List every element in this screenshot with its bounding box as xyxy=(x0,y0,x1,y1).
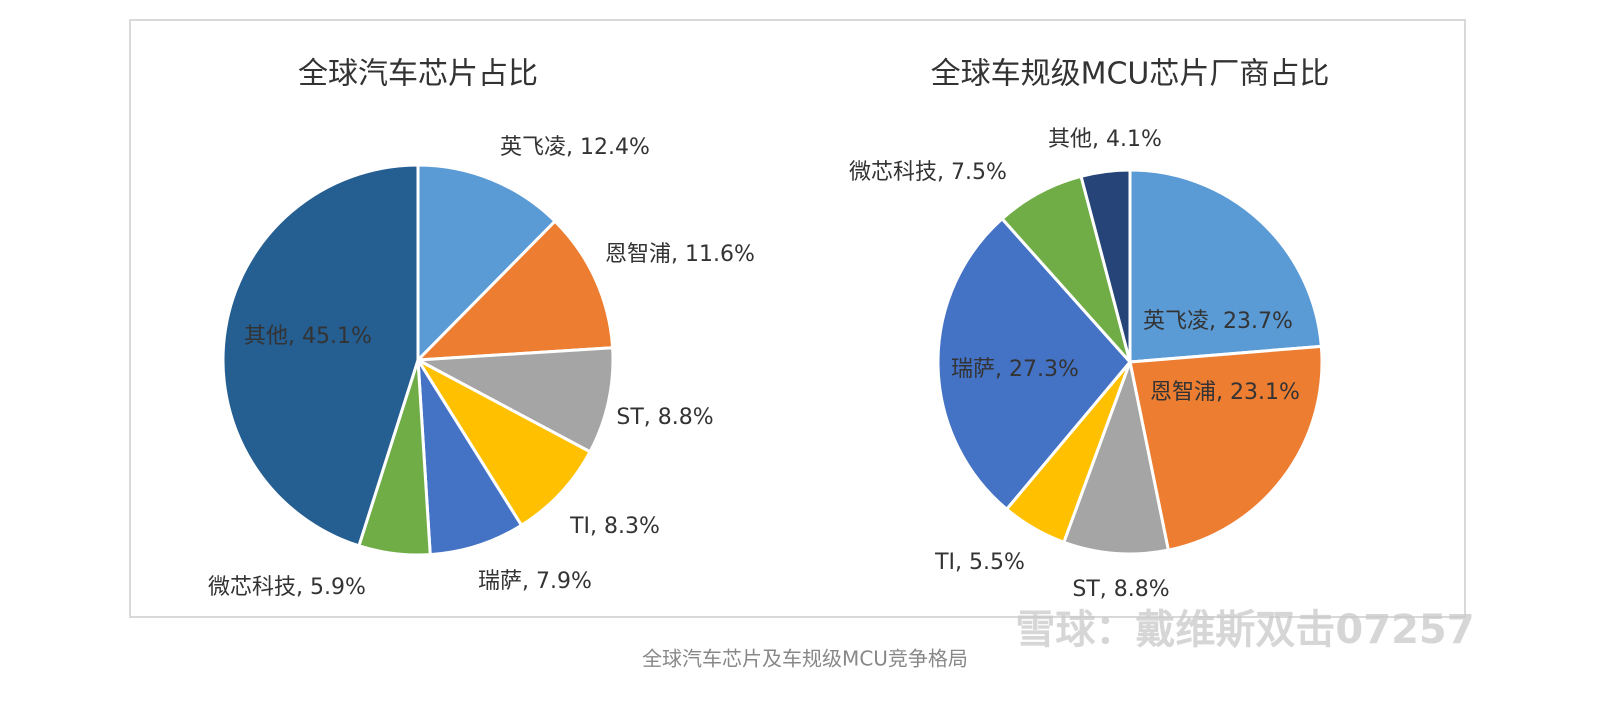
pie-slice xyxy=(936,216,1132,512)
data-label: ST, 8.8% xyxy=(1072,577,1169,602)
data-label: 其他, 45.1% xyxy=(244,324,372,349)
data-label: TI, 5.5% xyxy=(934,550,1025,575)
pie-slice xyxy=(1128,168,1323,364)
caption: 全球汽车芯片及车规级MCU竞争格局 xyxy=(642,647,968,671)
data-label: TI, 8.3% xyxy=(569,514,660,539)
data-label: 瑞萨, 27.3% xyxy=(951,357,1079,382)
pie-slice xyxy=(416,359,524,557)
watermark: 雪球：戴维斯双击07257 xyxy=(1015,607,1474,653)
pie-slice xyxy=(1128,344,1324,552)
data-label: ST, 8.8% xyxy=(616,405,713,430)
data-label: 瑞萨, 7.9% xyxy=(478,569,592,594)
pie-slice xyxy=(221,163,420,548)
data-label: 微芯科技, 5.9% xyxy=(208,575,366,600)
chart-title: 全球汽车芯片占比 xyxy=(298,57,538,92)
chart-title: 全球车规级MCU芯片厂商占比 xyxy=(931,57,1330,92)
pie-slice xyxy=(413,356,593,528)
data-label: 恩智浦, 23.1% xyxy=(1150,380,1300,405)
data-label: 恩智浦, 11.6% xyxy=(605,242,755,267)
pie-slice xyxy=(1079,168,1132,363)
pie-slice xyxy=(414,219,615,362)
data-label: 微芯科技, 7.5% xyxy=(849,160,1007,185)
pie-slice xyxy=(416,163,558,364)
pie-slice xyxy=(1061,356,1171,556)
pie-slice xyxy=(412,346,615,454)
data-label: 英飞凌, 12.4% xyxy=(500,135,650,160)
data-label: 英飞凌, 23.7% xyxy=(1143,309,1293,334)
data-label: 其他, 4.1% xyxy=(1048,127,1162,152)
